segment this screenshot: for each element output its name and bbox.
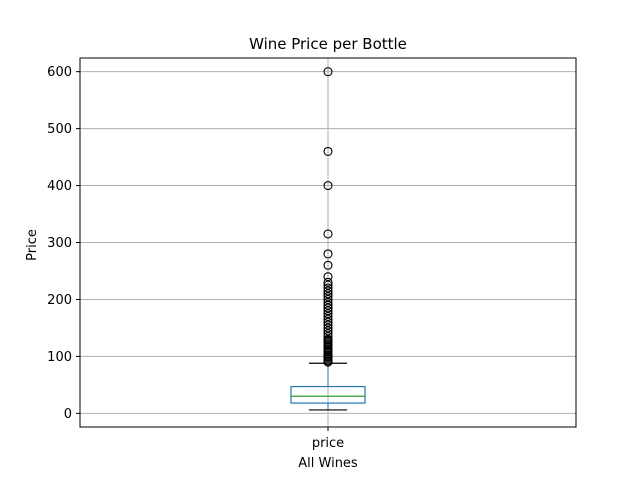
- outlier-point-40: [323, 229, 333, 239]
- boxplot-price: [290, 362, 366, 411]
- outlier-point-43: [323, 67, 333, 77]
- outlier-point-39: [323, 249, 333, 259]
- y-tick-label-200: 200: [47, 293, 72, 308]
- y-tick-label-300: 300: [47, 236, 72, 251]
- outlier-points: [323, 67, 333, 367]
- outlier-point-37: [323, 272, 333, 282]
- outlier-point-34: [323, 283, 333, 293]
- chart-title: Wine Price per Bottle: [249, 35, 407, 53]
- y-tick-label-600: 600: [47, 65, 72, 80]
- gridlines: [80, 58, 576, 427]
- y-tick-label-500: 500: [47, 122, 72, 137]
- y-tick-label-400: 400: [47, 179, 72, 194]
- y-axis-ticks: 0 100 200 300 400 500 600: [47, 65, 80, 422]
- y-tick-label-0: 0: [64, 407, 72, 422]
- y-axis-label: Price: [25, 229, 40, 261]
- outlier-point-38: [323, 260, 333, 270]
- outlier-point-42: [323, 146, 333, 156]
- outlier-point-36: [323, 277, 333, 287]
- x-axis-ticks: price: [312, 427, 344, 451]
- y-tick-label-100: 100: [47, 350, 72, 365]
- outlier-point-41: [323, 181, 333, 191]
- x-axis-label: All Wines: [298, 456, 358, 471]
- x-tick-label-price: price: [312, 436, 344, 451]
- iqr-box: [290, 385, 366, 404]
